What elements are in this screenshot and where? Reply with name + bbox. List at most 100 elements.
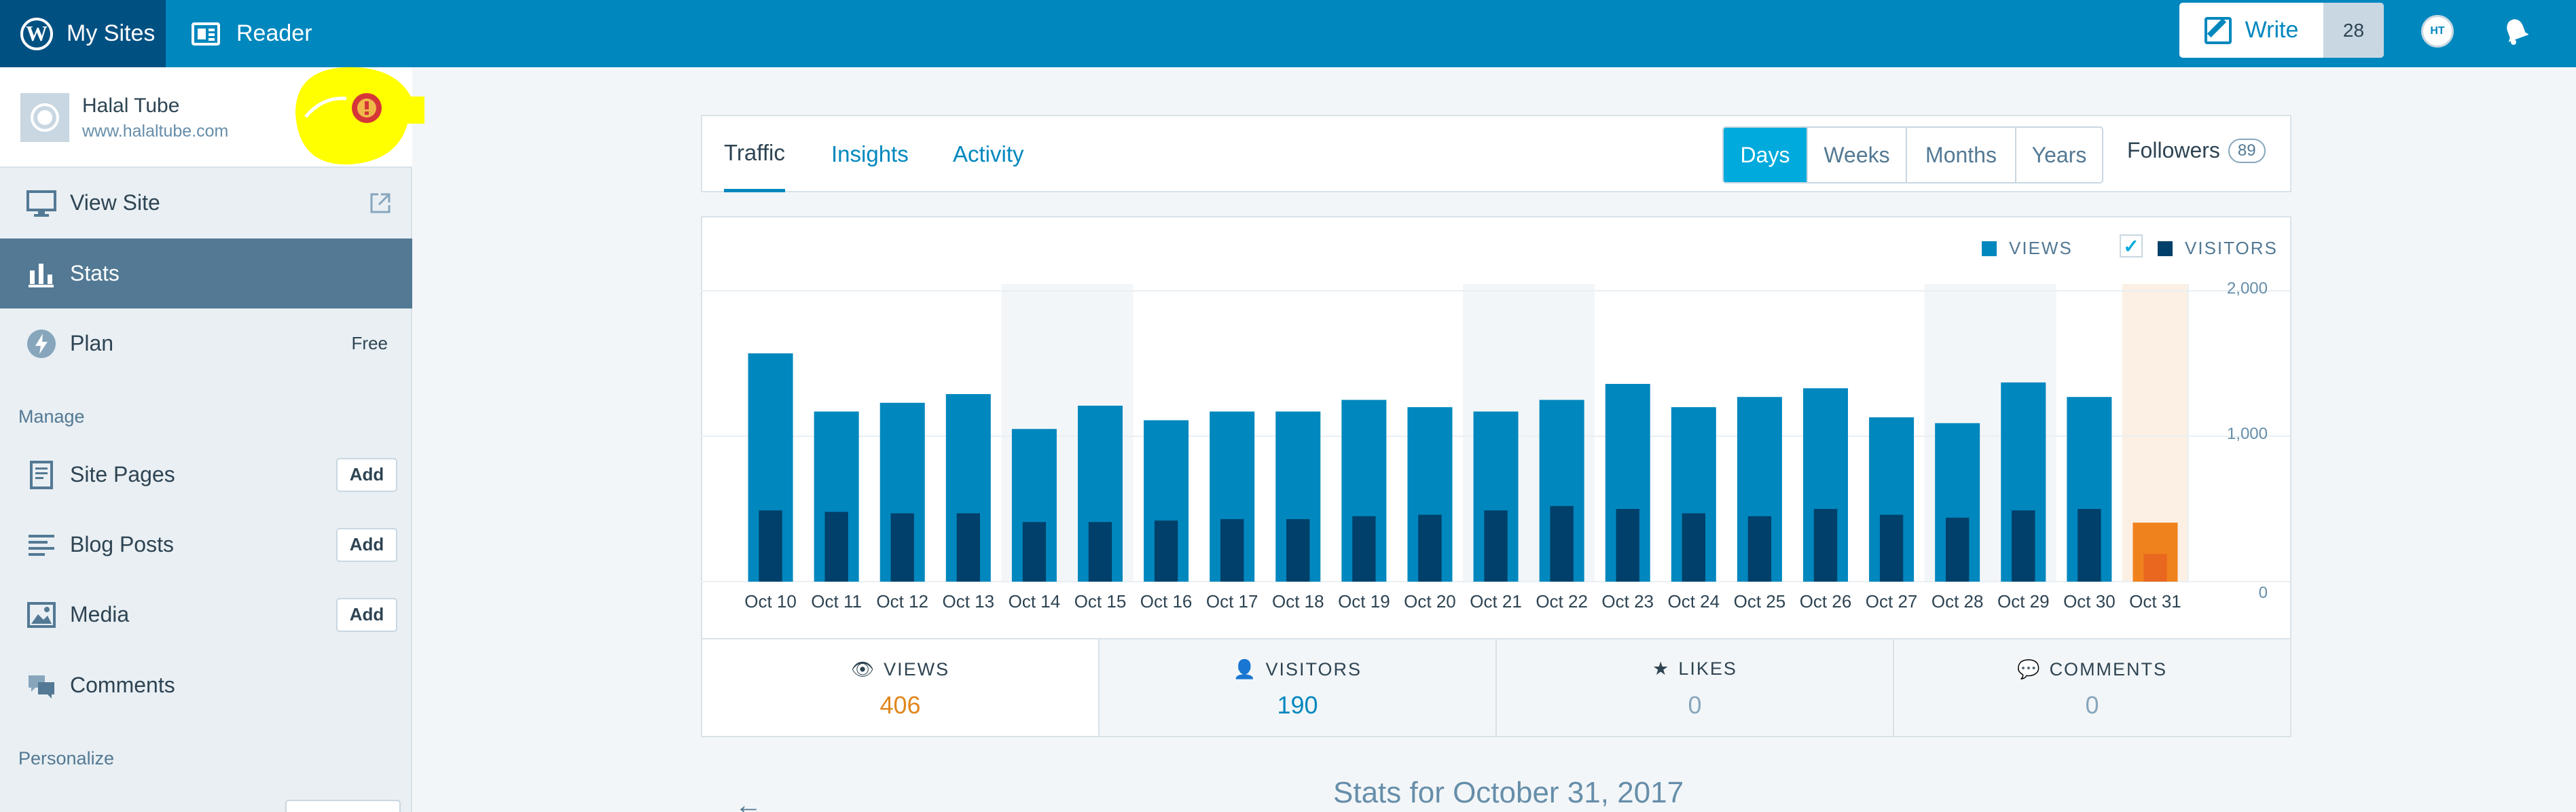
person-icon: 👤	[1233, 659, 1258, 679]
write-group: Write 28	[2179, 3, 2384, 58]
x-tick-label: Oct 19	[1338, 591, 1390, 612]
site-card[interactable]: Halal Tube www.halaltube.com	[0, 67, 424, 168]
x-tick-label: Oct 31	[2129, 591, 2181, 612]
external-link-icon	[370, 193, 391, 213]
period-months[interactable]: Months	[1906, 128, 2015, 182]
x-tick-label: Oct 26	[1800, 591, 1852, 612]
sidebar-item-label: Plan	[70, 331, 114, 355]
x-tick-label: Oct 22	[1536, 591, 1588, 612]
stats-for-heading: Stats for October 31, 2017	[1333, 776, 1684, 809]
comments-icon	[29, 675, 54, 699]
summary-views-label: VIEWS	[884, 659, 950, 679]
y-tick-label: 1,000	[2227, 425, 2268, 443]
visitors-checkbox[interactable]: ✓	[2120, 234, 2143, 258]
summary-visitors-label: VISITORS	[1265, 659, 1362, 679]
x-tick-label: Oct 17	[1206, 591, 1258, 612]
eye-icon: 👁	[850, 659, 876, 679]
bar-chart-icon	[29, 263, 54, 287]
posts-icon	[29, 534, 54, 556]
visitors-bar	[1022, 522, 1047, 582]
plan-badge: Free	[351, 333, 388, 353]
avatar[interactable]: HT	[2421, 15, 2454, 48]
legend-views-label: VIEWS	[2009, 238, 2073, 258]
visitors-bar	[1286, 518, 1310, 582]
bolt-icon	[27, 329, 56, 358]
my-sites-button[interactable]: W My Sites	[0, 0, 166, 67]
visitors-bar	[1154, 520, 1178, 582]
period-selector: Days Weeks Months Years	[1722, 126, 2103, 183]
views-swatch	[1982, 241, 1997, 256]
reader-label: Reader	[236, 20, 312, 46]
masterbar: W My Sites Reader Write 28 HT	[0, 0, 2576, 67]
edit-icon	[2204, 16, 2232, 44]
visitors-bar	[1879, 514, 1904, 582]
visitors-swatch	[2158, 241, 2173, 256]
monitor-icon	[26, 190, 56, 217]
sidebar-item-blog-posts[interactable]: Blog Posts Add	[0, 510, 412, 580]
sidebar-item-view-site[interactable]: View Site	[0, 168, 412, 238]
x-tick-label: Oct 21	[1470, 591, 1522, 612]
summary-comments[interactable]: 💬 COMMENTS 0	[1893, 639, 2290, 736]
sidebar-item-media[interactable]: Media Add	[0, 580, 412, 650]
sidebar-item-plan[interactable]: Plan Free	[0, 308, 412, 378]
x-tick-label: Oct 15	[1074, 591, 1127, 612]
x-tick-label: Oct 30	[2063, 591, 2116, 612]
period-days[interactable]: Days	[1724, 128, 1807, 182]
comment-icon: 💬	[2016, 659, 2042, 679]
period-weeks[interactable]: Weeks	[1807, 128, 1906, 182]
sidebar-item-label: Comments	[70, 673, 175, 697]
drafts-count-button[interactable]: 28	[2323, 3, 2384, 58]
visitors-bar	[1813, 509, 1838, 582]
back-arrow-icon[interactable]: ←	[735, 790, 762, 812]
summary-likes-value: 0	[1688, 691, 1702, 719]
sidebar-item-site-pages[interactable]: Site Pages Add	[0, 440, 412, 510]
visitors-bar	[1682, 513, 1705, 582]
visitors-bar	[759, 510, 782, 582]
add-page-button[interactable]: Add	[336, 457, 397, 492]
sidebar-item-stats[interactable]: Stats	[0, 239, 412, 308]
visitors-bar	[1352, 516, 1376, 582]
site-globe-icon	[20, 93, 69, 142]
page-icon	[30, 460, 53, 489]
add-media-button[interactable]: Add	[336, 597, 397, 632]
my-sites-label: My Sites	[67, 20, 156, 46]
legend-views: VIEWS	[1982, 238, 2073, 259]
site-name: Halal Tube	[82, 94, 180, 117]
site-url: www.halaltube.com	[82, 122, 229, 141]
x-tick-label: Oct 29	[1997, 591, 2050, 612]
sidebar-item-label: Blog Posts	[70, 532, 174, 557]
period-years[interactable]: Years	[2015, 128, 2102, 182]
themes-customize-button[interactable]	[285, 800, 401, 812]
tab-traffic[interactable]: Traffic	[724, 116, 785, 192]
x-tick-label: Oct 24	[1668, 591, 1720, 612]
visitors-bar	[956, 513, 980, 582]
tab-activity[interactable]: Activity	[953, 141, 1024, 166]
write-button[interactable]: Write	[2179, 3, 2323, 58]
visitors-bar	[2012, 510, 2035, 582]
visitors-bar	[1088, 522, 1112, 582]
sidebar-item-comments[interactable]: Comments	[0, 650, 412, 720]
summary-views-value: 406	[879, 691, 921, 719]
visitors-bar	[890, 513, 914, 582]
summary-visitors[interactable]: 👤 VISITORS 190	[1098, 639, 1495, 736]
sidebar-item-label: View Site	[70, 190, 160, 215]
x-tick-label: Oct 27	[1866, 591, 1918, 612]
tab-insights[interactable]: Insights	[831, 141, 909, 166]
legend-visitors-label: VISITORS	[2185, 238, 2278, 258]
summary-visitors-value: 190	[1277, 691, 1318, 719]
followers-label: Followers	[2127, 138, 2220, 162]
write-label: Write	[2245, 17, 2299, 43]
sidebar-item-label: Site Pages	[70, 462, 175, 487]
followers-link[interactable]: Followers 89	[2127, 138, 2266, 163]
notifications-icon[interactable]	[2504, 18, 2528, 45]
visitors-bar	[1946, 517, 1970, 582]
sidebar: Halal Tube www.halaltube.com View Site S…	[0, 67, 424, 812]
reader-button[interactable]: Reader	[192, 0, 312, 67]
x-tick-label: Oct 11	[811, 591, 862, 612]
add-post-button[interactable]: Add	[336, 527, 397, 562]
summary-likes[interactable]: ★ LIKES 0	[1495, 639, 1893, 736]
wordpress-logo-icon: W	[20, 17, 53, 50]
x-tick-label: Oct 20	[1404, 591, 1456, 612]
summary-views[interactable]: 👁 VIEWS 406	[702, 639, 1098, 736]
x-tick-label: Oct 23	[1601, 591, 1654, 612]
